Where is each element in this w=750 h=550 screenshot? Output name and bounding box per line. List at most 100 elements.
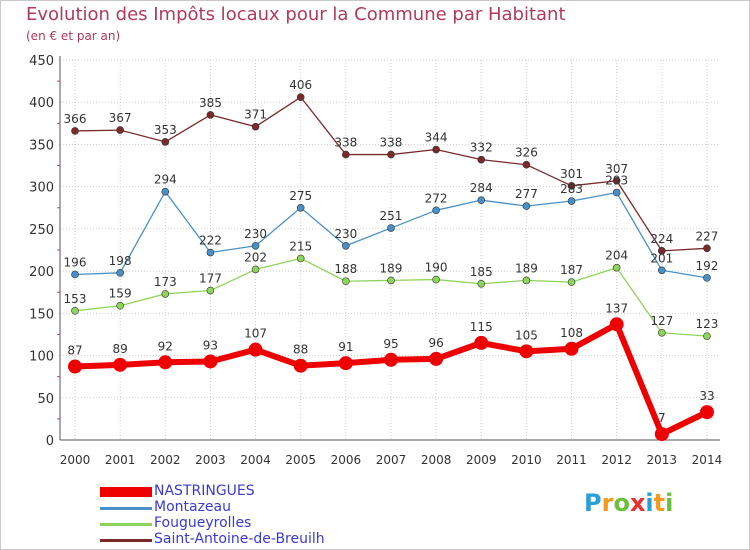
data-point bbox=[699, 405, 714, 420]
data-label: 338 bbox=[380, 136, 403, 150]
data-point bbox=[116, 268, 124, 277]
data-label: 187 bbox=[560, 263, 583, 277]
data-point bbox=[251, 241, 260, 250]
data-label: 92 bbox=[158, 339, 173, 353]
data-point bbox=[342, 150, 350, 159]
data-point bbox=[429, 351, 444, 366]
data-point bbox=[116, 301, 124, 310]
data-point bbox=[612, 176, 621, 185]
chart-title: Evolution des Impôts locaux pour la Comm… bbox=[26, 4, 566, 25]
data-label: 338 bbox=[334, 136, 357, 150]
data-point bbox=[658, 328, 666, 337]
x-tick-label: 2006 bbox=[331, 453, 362, 467]
data-label: 353 bbox=[154, 123, 177, 137]
data-point bbox=[293, 358, 308, 373]
data-point bbox=[251, 265, 260, 274]
data-point bbox=[387, 224, 395, 232]
data-point bbox=[251, 122, 260, 131]
data-label: 204 bbox=[605, 249, 628, 263]
data-label: 222 bbox=[199, 234, 222, 248]
x-tick-label: 2012 bbox=[601, 453, 632, 467]
data-point bbox=[206, 111, 215, 119]
data-label: 230 bbox=[334, 227, 357, 241]
data-label: 108 bbox=[560, 326, 583, 340]
data-label: 89 bbox=[112, 342, 127, 356]
data-label: 227 bbox=[696, 229, 719, 243]
data-point bbox=[248, 342, 263, 357]
proxiti-logo: Proxiti bbox=[584, 489, 673, 517]
data-label: 189 bbox=[515, 261, 538, 275]
data-label: 272 bbox=[425, 191, 448, 205]
y-tick-label: 300 bbox=[29, 181, 54, 196]
data-point bbox=[387, 150, 395, 159]
data-point bbox=[203, 354, 218, 369]
data-point bbox=[522, 276, 531, 285]
chart-subtitle: (en € et par an) bbox=[26, 29, 121, 43]
x-tick-label: 2009 bbox=[466, 453, 497, 467]
legend-swatch bbox=[100, 539, 152, 542]
x-tick-label: 2004 bbox=[240, 453, 271, 467]
data-point bbox=[522, 202, 531, 210]
data-point bbox=[338, 356, 353, 371]
data-label: 406 bbox=[289, 78, 312, 92]
logo-letter: o bbox=[613, 489, 630, 517]
y-tick-label: 50 bbox=[37, 392, 54, 407]
y-tick-label: 150 bbox=[29, 307, 54, 322]
legend-label: Montazeau bbox=[154, 499, 231, 515]
x-tick-label: 2008 bbox=[421, 453, 452, 467]
data-point bbox=[116, 126, 124, 134]
y-tick-label: 350 bbox=[29, 138, 54, 153]
y-tick-label: 0 bbox=[46, 434, 54, 449]
data-point bbox=[161, 187, 170, 196]
data-label: 95 bbox=[383, 337, 398, 351]
data-point bbox=[71, 306, 79, 315]
data-label: 123 bbox=[696, 317, 719, 331]
data-point bbox=[703, 332, 711, 340]
data-point bbox=[567, 278, 576, 286]
x-tick-label: 2007 bbox=[376, 453, 407, 467]
data-label: 277 bbox=[515, 187, 538, 201]
data-point bbox=[161, 290, 170, 298]
data-label: 96 bbox=[428, 336, 443, 350]
data-point bbox=[161, 138, 170, 146]
x-tick-label: 2010 bbox=[511, 453, 542, 467]
data-label: 224 bbox=[650, 232, 673, 246]
x-tick-label: 2005 bbox=[285, 453, 316, 467]
data-label: 107 bbox=[244, 327, 267, 341]
data-label: 7 bbox=[658, 411, 666, 425]
data-label: 159 bbox=[109, 287, 132, 301]
data-point bbox=[567, 197, 576, 205]
data-label: 202 bbox=[244, 250, 267, 264]
data-point bbox=[703, 274, 711, 282]
data-label: 366 bbox=[64, 112, 87, 126]
data-point bbox=[296, 254, 305, 263]
data-point bbox=[206, 286, 215, 295]
data-point bbox=[342, 241, 350, 250]
data-label: 190 bbox=[425, 261, 448, 275]
data-point bbox=[432, 275, 440, 284]
data-label: 177 bbox=[199, 272, 222, 286]
legend-label: Saint-Antoine-de-Breuilh bbox=[154, 531, 325, 547]
data-point bbox=[383, 352, 398, 367]
data-point bbox=[477, 155, 486, 164]
y-tick-label: 200 bbox=[29, 265, 54, 280]
y-tick-label: 450 bbox=[29, 54, 54, 69]
data-point bbox=[474, 335, 489, 350]
data-point bbox=[658, 266, 666, 275]
data-label: 33 bbox=[699, 389, 714, 403]
x-tick-label: 2014 bbox=[692, 453, 723, 467]
data-point bbox=[703, 244, 711, 253]
x-tick-label: 2011 bbox=[556, 453, 587, 467]
data-point bbox=[71, 127, 79, 135]
data-label: 326 bbox=[515, 146, 538, 160]
data-point bbox=[609, 317, 624, 332]
legend-label: Fougueyrolles bbox=[154, 515, 252, 531]
x-tick-label: 2000 bbox=[60, 453, 91, 467]
data-point bbox=[387, 276, 395, 285]
data-label: 198 bbox=[109, 254, 132, 268]
x-tick-label: 2002 bbox=[150, 453, 181, 467]
logo-letter: r bbox=[601, 489, 614, 517]
data-point bbox=[71, 270, 79, 279]
data-point bbox=[612, 263, 621, 272]
data-point bbox=[206, 248, 215, 257]
